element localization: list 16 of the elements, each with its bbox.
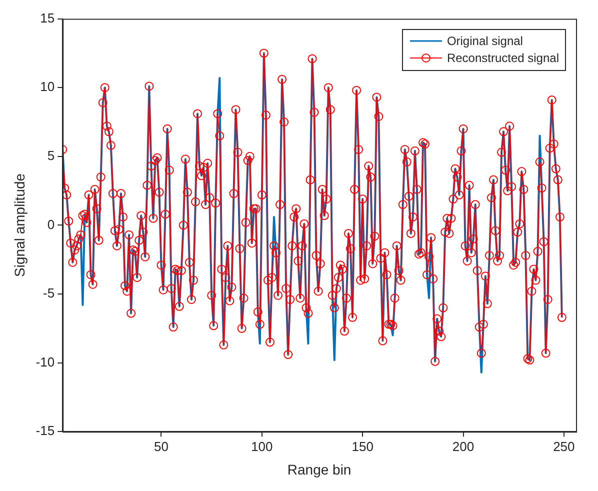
x-tick-label: 150 <box>352 438 374 454</box>
legend-label: Reconstructed signal <box>446 50 559 67</box>
y-tick-label: 15 <box>40 10 55 26</box>
x-tick-label: 50 <box>154 438 168 454</box>
y-tick-label: -10 <box>36 354 55 370</box>
y-tick-label: 10 <box>40 79 55 94</box>
y-axis-title: Signal amplitude <box>11 173 28 277</box>
y-tick-label: 0 <box>47 216 55 232</box>
x-tick-label: 250 <box>553 438 575 454</box>
x-tick-label: 100 <box>251 438 273 454</box>
y-tick-label: -15 <box>36 423 55 438</box>
legend-label: Original signal <box>446 32 523 50</box>
y-tick-label: -5 <box>43 286 55 301</box>
y-tick-label: 5 <box>47 148 55 163</box>
x-tick-label: 200 <box>452 438 474 454</box>
x-axis-title: Range bin <box>287 461 352 478</box>
